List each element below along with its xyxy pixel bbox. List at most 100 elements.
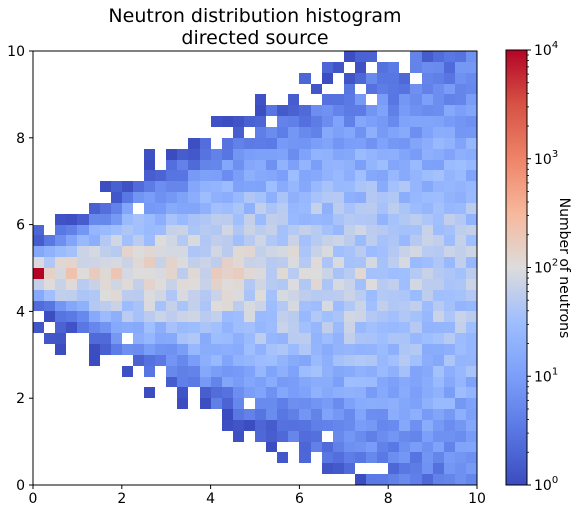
histogram-cell [355, 452, 366, 463]
histogram-cell [333, 268, 344, 279]
histogram-cell [422, 181, 433, 192]
histogram-cell [277, 279, 288, 290]
histogram-cell [211, 257, 222, 268]
histogram-cell [44, 268, 55, 279]
histogram-cell [55, 322, 66, 333]
histogram-cell [177, 344, 188, 355]
histogram-cell [111, 246, 122, 257]
histogram-cell [177, 170, 188, 181]
histogram-cell [133, 192, 144, 203]
histogram-cell [233, 366, 244, 377]
histogram-cell [288, 116, 299, 127]
histogram-cell [444, 214, 455, 225]
histogram-cell [333, 149, 344, 160]
histogram-cell [77, 290, 89, 301]
histogram-cell [410, 257, 422, 268]
histogram-cell [266, 377, 277, 387]
histogram-cell [266, 322, 277, 333]
histogram-cell [111, 257, 122, 268]
histogram-cell [366, 387, 377, 398]
histogram-cell [388, 170, 399, 181]
histogram-cell [255, 420, 266, 431]
histogram-cell [155, 235, 166, 246]
histogram-cell [122, 322, 133, 333]
histogram-cell [188, 301, 200, 311]
histogram-cell [344, 138, 355, 149]
histogram-cell [466, 420, 477, 431]
histogram-cell [299, 344, 311, 355]
histogram-cell [388, 431, 399, 442]
histogram-cell [277, 290, 288, 301]
histogram-cell [366, 246, 377, 257]
histogram-cell [211, 355, 222, 366]
histogram-cell [333, 225, 344, 235]
histogram-cell [455, 181, 466, 192]
histogram-cell [211, 322, 222, 333]
histogram-cell [433, 387, 444, 398]
histogram-cell [111, 290, 122, 301]
histogram-cell [355, 94, 366, 105]
histogram-cell [233, 149, 244, 160]
histogram-cell [399, 127, 410, 138]
histogram-cell [244, 257, 255, 268]
histogram-cell [244, 355, 255, 366]
histogram-cell [211, 268, 222, 279]
histogram-cell [355, 257, 366, 268]
histogram-cell [200, 214, 211, 225]
histogram-cell [355, 474, 366, 485]
histogram-cell [211, 116, 222, 127]
histogram-cell [122, 366, 133, 377]
histogram-cell [277, 366, 288, 377]
histogram-cell [344, 149, 355, 160]
histogram-cell [444, 452, 455, 463]
histogram-cell [288, 431, 299, 442]
histogram-cell [388, 116, 399, 127]
histogram-cell [166, 235, 177, 246]
histogram-cell [410, 409, 422, 420]
histogram-cell [377, 94, 388, 105]
histogram-cell [433, 62, 444, 73]
histogram-cell [100, 246, 111, 257]
histogram-cell [155, 322, 166, 333]
histogram-cell [255, 322, 266, 333]
histogram-cell [433, 105, 444, 116]
histogram-cell [399, 366, 410, 377]
histogram-cell [399, 214, 410, 225]
histogram-cell [277, 409, 288, 420]
histogram-cell [377, 420, 388, 431]
histogram-cell [422, 463, 433, 474]
histogram-cell [211, 170, 222, 181]
histogram-cell [155, 355, 166, 366]
histogram-cell [255, 387, 266, 398]
histogram-cell [299, 409, 311, 420]
histogram-cell [233, 290, 244, 301]
histogram-cell [433, 51, 444, 62]
histogram-cell [133, 181, 144, 192]
histogram-cell [222, 366, 233, 377]
histogram-cell [344, 84, 355, 94]
histogram-cell [422, 116, 433, 127]
histogram-cell [322, 203, 333, 214]
histogram-cell [144, 311, 155, 322]
histogram-cell [388, 279, 399, 290]
histogram-cell [55, 279, 66, 290]
histogram-cell [277, 268, 288, 279]
histogram-cell [433, 73, 444, 84]
histogram-cell [200, 366, 211, 377]
histogram-cell [266, 192, 277, 203]
histogram-cell [433, 160, 444, 170]
histogram-cell [44, 311, 55, 322]
histogram-cell [277, 246, 288, 257]
histogram-cell [166, 181, 177, 192]
histogram-cell [277, 431, 288, 442]
histogram-cell [355, 387, 366, 398]
histogram-cell [244, 203, 255, 214]
histogram-cell [166, 160, 177, 170]
histogram-cell [66, 301, 77, 311]
histogram-cell [255, 160, 266, 170]
histogram-cell [322, 225, 333, 235]
histogram-cell [444, 149, 455, 160]
histogram-cell [266, 138, 277, 149]
histogram-cell [233, 398, 244, 409]
histogram-cell [344, 235, 355, 246]
